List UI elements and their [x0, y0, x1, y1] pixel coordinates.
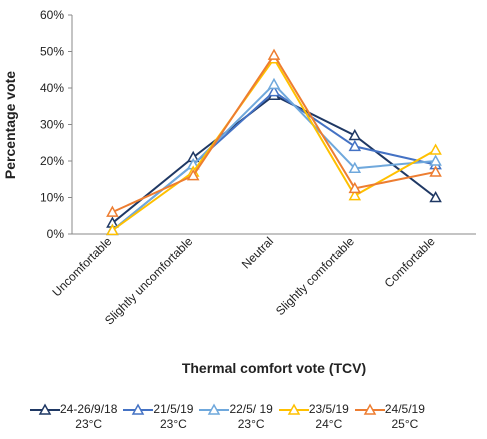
point-marker [267, 85, 281, 97]
legend-swatch [199, 403, 230, 415]
point-marker [429, 165, 442, 177]
point-marker [429, 190, 442, 203]
y-tick-label: 60% [40, 8, 64, 22]
x-tick-label: Uncomfortable [49, 234, 114, 299]
point-marker [106, 223, 119, 236]
point-marker [429, 143, 442, 155]
legend-swatch [123, 403, 154, 415]
legend: 24-26/9/18 23°C 21/5/19 23°C 22/5/ 19 23°C… [30, 402, 487, 432]
legend-item: 23/5/19 24°C [278, 402, 349, 432]
legend-marker [363, 403, 377, 415]
legend-label: 24-26/9/18 23°C [60, 402, 118, 431]
legend-swatch [30, 403, 60, 415]
legend-marker [132, 403, 145, 415]
y-tick-label: 10% [40, 191, 64, 205]
x-tick-label: Neutral [239, 234, 276, 271]
legend-label: 23/5/19 24°C [308, 402, 349, 431]
legend-item: 24-26/9/18 23°C [30, 402, 117, 432]
legend-marker [38, 403, 52, 415]
legend-item: 21/5/19 23°C [123, 402, 193, 432]
legend-item: 24/5/19 25°C [354, 402, 425, 432]
y-tick-label: 30% [40, 118, 64, 132]
x-tick-label: Slightly uncomfortable [102, 234, 196, 328]
y-tick-label: 40% [40, 81, 64, 95]
x-tick-label: Comfortable [382, 234, 438, 290]
point-marker [186, 169, 200, 181]
point-marker [348, 189, 362, 201]
point-marker [348, 161, 362, 174]
x-axis-title: Thermal comfort vote (TCV) [182, 360, 366, 376]
legend-item: 22/5/ 19 23°C [199, 402, 273, 432]
point-marker [348, 128, 362, 141]
point-marker [267, 77, 281, 90]
legend-marker [208, 403, 221, 415]
y-tick-label: 0% [47, 227, 65, 241]
series-line [111, 82, 436, 232]
point-marker [429, 154, 442, 166]
legend-label: 22/5/ 19 23°C [229, 402, 273, 431]
y-axis-title: Percentage vote [2, 71, 18, 179]
y-tick-label: 20% [40, 154, 64, 168]
legend-swatch [278, 403, 309, 415]
point-marker [267, 48, 281, 60]
legend-swatch [354, 403, 385, 415]
series-line [111, 94, 437, 224]
x-tick-label: Slightly comfortable [273, 234, 357, 318]
legend-marker [287, 403, 301, 415]
y-tick-label: 50% [40, 45, 64, 59]
chart: Percentage vote Thermal comfort vote (TC… [2, 8, 476, 376]
legend-label: 24/5/19 25°C [384, 402, 425, 431]
point-marker [106, 205, 119, 217]
point-marker [348, 181, 362, 194]
point-marker [348, 139, 362, 152]
legend-label: 21/5/19 23°C [153, 402, 194, 431]
